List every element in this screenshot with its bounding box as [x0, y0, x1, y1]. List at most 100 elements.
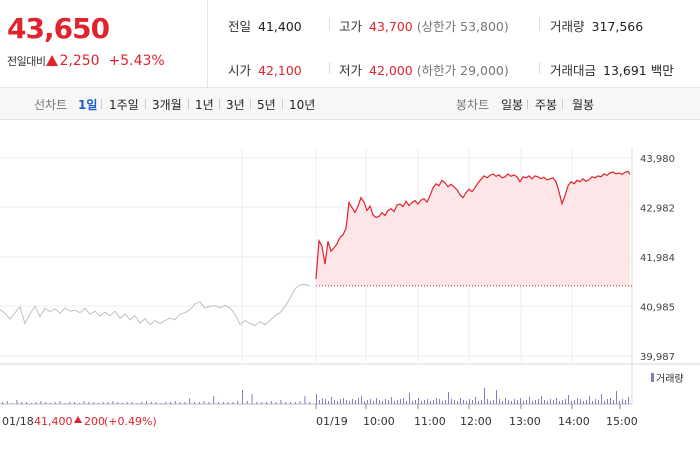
- tab-5-years[interactable]: 5년: [257, 98, 276, 112]
- prev-close-value: 41,400: [258, 19, 302, 34]
- prev-close-label: 전일: [228, 19, 252, 34]
- volume-bar: [586, 400, 587, 404]
- volume-bar: [40, 401, 42, 404]
- volume-bar: [251, 394, 253, 404]
- volume-bar: [78, 403, 80, 404]
- volume-bar: [538, 399, 539, 404]
- volume-bar: [454, 400, 455, 404]
- chart-tabbar: 선차트 1일 1주일 3개월 1년 3년 5년 10년 봉차트 일봉 주봉 월봉: [0, 88, 700, 120]
- volume-bar: [208, 402, 210, 404]
- divider: [145, 99, 146, 109]
- divider: [329, 18, 330, 30]
- volume-bar: [246, 401, 248, 404]
- volume-bar: [141, 402, 143, 404]
- volume-bar: [577, 398, 578, 404]
- volume-bars: [2, 388, 629, 404]
- volume-bar: [328, 401, 329, 404]
- volume-bar: [487, 399, 488, 404]
- volume-bar: [400, 399, 401, 404]
- volume-bar: [358, 398, 359, 404]
- volume-bar: [93, 402, 95, 404]
- volume-bar: [619, 401, 620, 404]
- volume-bar: [493, 400, 494, 404]
- tab-3-years[interactable]: 3년: [226, 98, 245, 112]
- volume-bar: [146, 401, 147, 404]
- today-area-fill: [316, 171, 630, 286]
- volume-bar: [379, 400, 380, 404]
- volume-bar: [433, 400, 434, 404]
- tab-weekly[interactable]: 주봉: [535, 98, 558, 112]
- tab-3-months[interactable]: 3개월: [152, 98, 182, 112]
- change-amount: 2,250: [59, 53, 100, 69]
- volume-bar: [451, 399, 452, 404]
- divider: [527, 99, 528, 109]
- volume-bar: [604, 401, 605, 404]
- volume-bar: [403, 398, 404, 404]
- volume-bar: [430, 401, 431, 404]
- volume-bar: [184, 402, 186, 404]
- tab-daily[interactable]: 일봉: [501, 98, 524, 112]
- volume-bar: [198, 402, 200, 404]
- volume-bar: [6, 401, 8, 404]
- prev-day-close: 41,400: [34, 415, 73, 428]
- volume-legend: 거래량: [656, 373, 684, 385]
- x-label-1200: 12:00: [460, 415, 492, 428]
- volume-bar: [532, 401, 533, 404]
- divider: [539, 62, 540, 74]
- volume-bar: [11, 403, 13, 404]
- volume-bar: [415, 400, 416, 404]
- up-triangle-icon: [74, 416, 82, 423]
- volume-bar: [517, 400, 518, 404]
- tab-1-day[interactable]: 1일: [78, 98, 98, 112]
- volume-bar: [102, 402, 104, 404]
- volume-bar: [136, 403, 138, 404]
- volume-bar: [427, 399, 428, 404]
- volume-bar: [376, 398, 377, 404]
- volume-bar: [227, 402, 229, 404]
- volume-bar: [50, 403, 51, 404]
- volume-bar: [309, 402, 311, 404]
- volume-bar: [290, 402, 291, 404]
- up-triangle-icon: [46, 55, 59, 66]
- volume-bar: [559, 401, 560, 404]
- volume-bar: [256, 402, 258, 404]
- volume-bar: [270, 401, 272, 404]
- lower-limit: (하한가 29,000): [416, 63, 509, 78]
- prev-close-cell: 전일 41,400: [228, 16, 302, 35]
- volume-bar: [325, 399, 326, 404]
- volume-bar: [2, 402, 3, 404]
- volume-bar: [98, 403, 99, 404]
- volume-bar: [616, 391, 617, 404]
- y-tick-label: 43,980: [640, 154, 675, 165]
- tab-1-year[interactable]: 1년: [195, 98, 214, 112]
- volume-bar: [160, 403, 162, 404]
- volume-bar: [69, 402, 71, 404]
- divider: [282, 99, 283, 109]
- low-value: 42,000: [369, 63, 413, 78]
- volume-bar: [460, 398, 461, 404]
- x-label-1500: 15:00: [606, 415, 638, 428]
- volume-bar: [580, 399, 581, 404]
- volume-bar: [622, 399, 623, 404]
- volume-bar: [319, 400, 320, 404]
- x-label-1100: 11:00: [414, 415, 446, 428]
- volume-bar: [562, 400, 563, 404]
- volume-bar: [189, 398, 191, 404]
- volume-bar: [385, 399, 386, 404]
- volume-bar: [556, 398, 557, 404]
- volume-bar: [511, 401, 512, 404]
- current-price: 43,650: [7, 12, 110, 45]
- x-label-0119: 01/19: [316, 415, 348, 428]
- divider: [539, 18, 540, 30]
- tab-monthly[interactable]: 월봉: [572, 98, 595, 112]
- today-price-line: [315, 170, 631, 280]
- y-tick-label: 41,984: [640, 253, 675, 264]
- high-label: 고가: [339, 19, 363, 34]
- volume-bar: [628, 397, 629, 404]
- tab-1-week[interactable]: 1주일: [109, 98, 139, 112]
- volume-bar: [598, 400, 599, 404]
- price-chart[interactable]: 43,980 42,982 41,984 40,985 39,987 거래량 01/18…: [0, 120, 700, 450]
- tab-10-years[interactable]: 10년: [289, 98, 316, 112]
- volume-bar: [481, 400, 482, 404]
- volume-bar: [472, 400, 473, 404]
